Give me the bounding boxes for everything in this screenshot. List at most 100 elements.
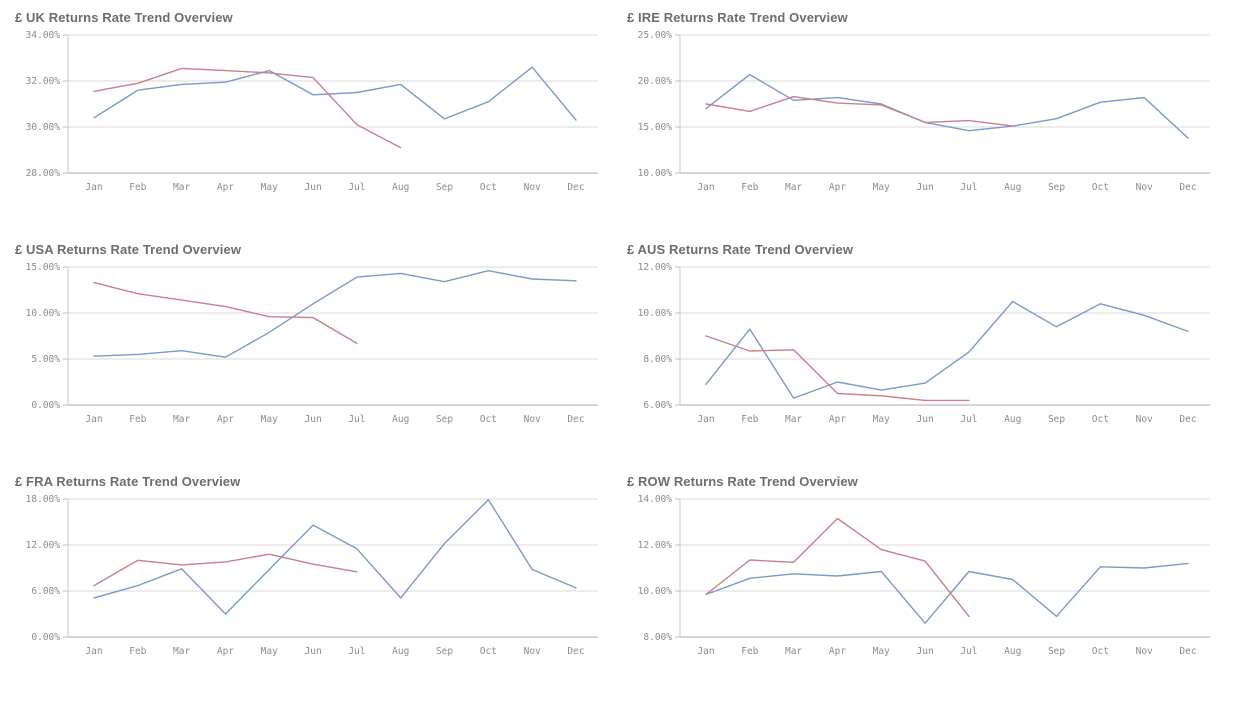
x-tick-label: Aug [1004,646,1021,657]
x-tick-label: Jul [348,414,365,425]
x-tick-label: Feb [741,182,758,193]
aus-line-chart: 12.00% 10.00% 8.00% 6.00% Jan Feb Mar Apr May Jun… [620,259,1212,431]
line-chart-canvas: 15.00% 10.00% 5.00% 0.00% Jan Feb Mar Apr May Jun… [26,262,598,425]
x-tick-label: Sep [436,646,453,657]
y-tick-label: 0.00% [31,632,60,643]
x-tick-label: Sep [1048,182,1065,193]
x-tick-label: Oct [480,646,497,657]
chart-tile-fra: £ FRA Returns Rate Trend Overview 18.00%… [8,474,610,666]
usa-line-chart: 15.00% 10.00% 5.00% 0.00% Jan Feb Mar Apr May Jun… [8,259,610,431]
x-tick-label: Aug [392,646,409,657]
returns-rate-dashboard: £ UK Returns Rate Trend Overview 34.00% 3… [8,10,1212,666]
x-tick-label: Dec [567,182,584,193]
y-tick-label: 30.00% [26,122,61,133]
x-tick-label: Oct [1092,182,1109,193]
x-tick-label: Apr [829,182,846,193]
series-red-line [705,517,970,618]
series-blue-line [705,73,1189,139]
x-tick-label: Nov [1136,646,1153,657]
series-red-line [93,553,358,587]
x-tick-label: Jul [960,414,977,425]
line-chart-canvas: 34.00% 32.00% 30.00% 28.00% Jan Feb Mar Apr May J… [26,30,598,193]
x-tick-label: May [873,646,890,657]
x-tick-label: Oct [480,414,497,425]
y-tick-label: 10.00% [26,308,61,319]
x-tick-label: Jun [917,414,934,425]
x-tick-label: Feb [741,414,758,425]
line-chart-canvas: 12.00% 10.00% 8.00% 6.00% Jan Feb Mar Apr May Jun… [638,262,1210,425]
x-tick-label: Jan [697,182,714,193]
x-tick-label: Sep [1048,414,1065,425]
x-tick-label: Mar [173,182,190,193]
y-tick-label: 10.00% [638,308,673,319]
line-chart-canvas: 18.00% 12.00% 6.00% 0.00% Jan Feb Mar Apr May Jun… [26,494,598,657]
chart-title-usa: £ USA Returns Rate Trend Overview [15,242,242,257]
chart-title-aus: £ AUS Returns Rate Trend Overview [627,242,854,257]
x-tick-label: Nov [524,182,541,193]
x-tick-label: Aug [392,182,409,193]
x-tick-label: Apr [829,414,846,425]
y-tick-label: 12.00% [638,262,673,273]
x-tick-label: Apr [217,646,234,657]
row-line-chart: 14.00% 12.00% 10.00% 8.00% Jan Feb Mar Apr May Ju… [620,491,1212,663]
x-tick-label: Jun [305,414,322,425]
y-tick-label: 28.00% [26,168,61,179]
chart-title-uk: £ UK Returns Rate Trend Overview [15,10,233,25]
y-tick-label: 32.00% [26,76,61,87]
x-tick-label: Jan [85,182,102,193]
line-chart-canvas: 14.00% 12.00% 10.00% 8.00% Jan Feb Mar Apr May Ju… [638,494,1210,657]
y-tick-label: 6.00% [643,400,672,411]
x-tick-label: Dec [1179,182,1196,193]
y-tick-label: 12.00% [638,540,673,551]
y-tick-label: 25.00% [638,30,673,41]
x-tick-label: Dec [1179,646,1196,657]
y-tick-label: 8.00% [643,632,672,643]
chart-tile-uk: £ UK Returns Rate Trend Overview 34.00% 3… [8,10,610,202]
series-blue-line [705,300,1189,399]
x-tick-label: Jun [305,646,322,657]
x-tick-label: May [261,414,278,425]
x-tick-label: Sep [436,182,453,193]
x-tick-label: Jan [697,646,714,657]
line-chart-canvas: 25.00% 20.00% 15.00% 10.00% Jan Feb Mar Apr May J… [638,30,1210,193]
y-tick-label: 5.00% [31,354,60,365]
chart-tile-ire: £ IRE Returns Rate Trend Overview 25.00%… [620,10,1212,202]
x-tick-label: Nov [1136,414,1153,425]
y-tick-label: 10.00% [638,586,673,597]
chart-tile-row: £ ROW Returns Rate Trend Overview 14.00%… [620,474,1212,666]
series-blue-line [93,499,577,615]
x-tick-label: Feb [129,646,146,657]
chart-tile-usa: £ USA Returns Rate Trend Overview 15.00%… [8,242,610,434]
y-tick-label: 15.00% [638,122,673,133]
x-tick-label: Jan [697,414,714,425]
y-tick-label: 20.00% [638,76,673,87]
x-tick-label: Nov [524,414,541,425]
x-tick-label: Jun [917,182,934,193]
x-tick-label: Jan [85,646,102,657]
x-tick-label: Jul [960,646,977,657]
y-tick-label: 15.00% [26,262,61,273]
chart-title-row: £ ROW Returns Rate Trend Overview [627,474,858,489]
x-tick-label: Aug [1004,414,1021,425]
x-tick-label: Nov [524,646,541,657]
x-tick-label: Jul [348,646,365,657]
series-blue-line [705,562,1189,624]
x-tick-label: Feb [129,182,146,193]
series-blue-line [93,269,577,358]
x-tick-label: Sep [436,414,453,425]
y-tick-label: 0.00% [31,400,60,411]
series-red-line [705,335,970,402]
x-tick-label: Mar [785,182,802,193]
x-tick-label: May [261,646,278,657]
x-tick-label: Apr [217,414,234,425]
x-tick-label: Feb [129,414,146,425]
series-red-line [93,281,358,345]
series-red-line [705,95,1014,127]
x-tick-label: Aug [392,414,409,425]
y-tick-label: 8.00% [643,354,672,365]
x-tick-label: Mar [785,414,802,425]
x-tick-label: Mar [173,414,190,425]
y-tick-label: 10.00% [638,168,673,179]
y-tick-label: 18.00% [26,494,61,505]
x-tick-label: Dec [1179,414,1196,425]
